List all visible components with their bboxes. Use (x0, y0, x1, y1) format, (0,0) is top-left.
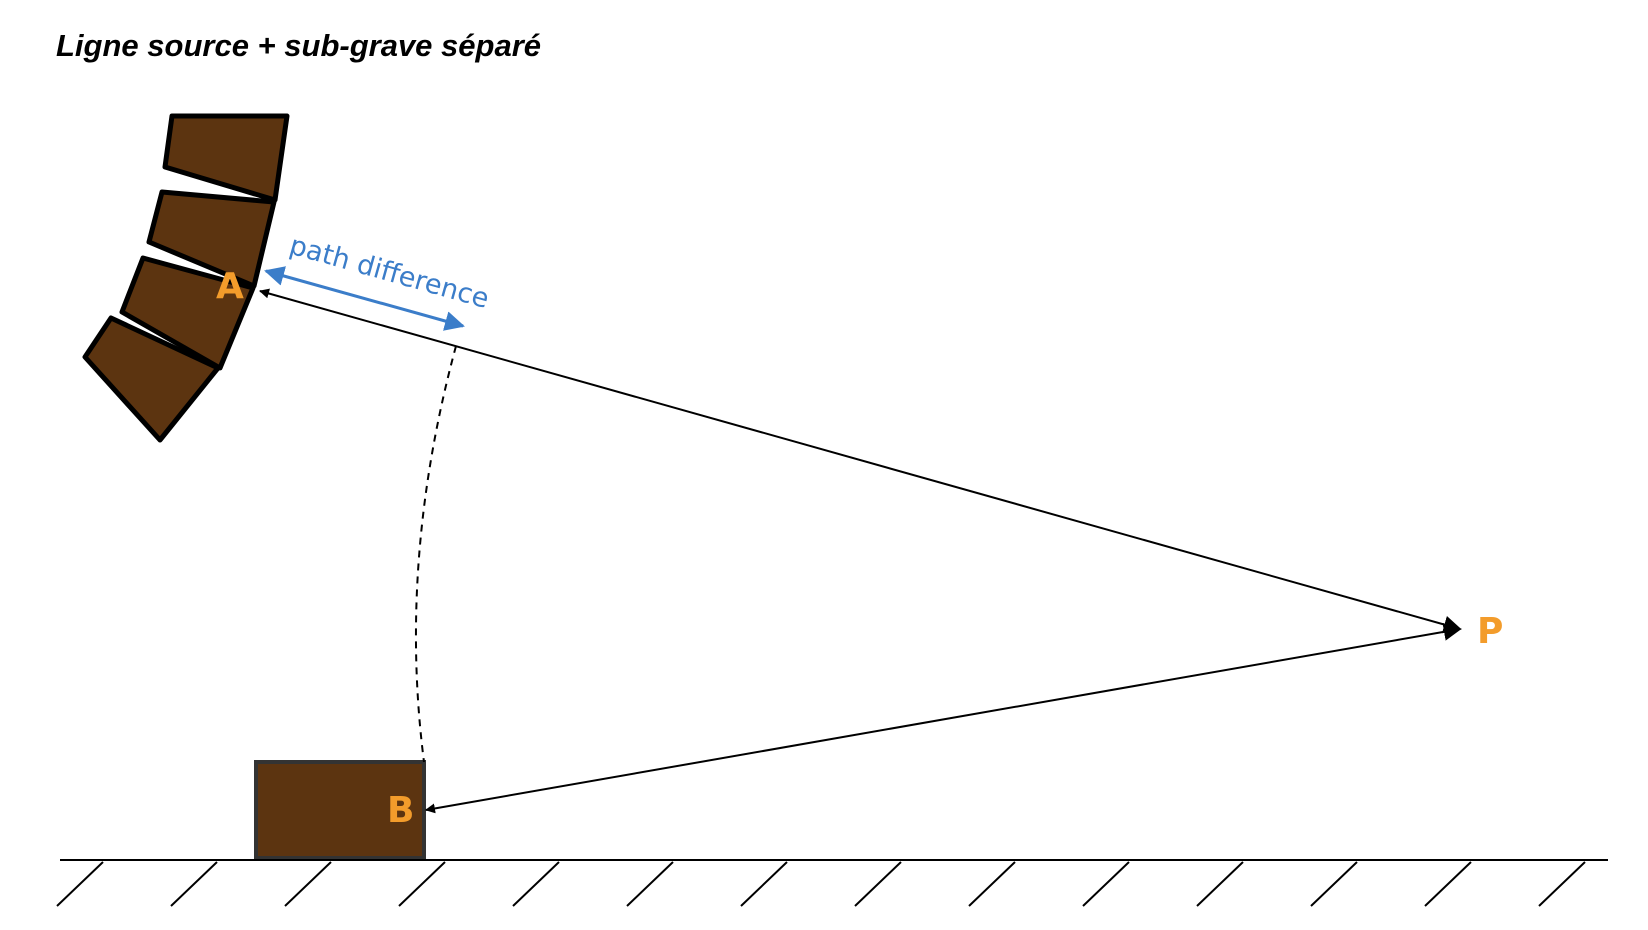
line-array-speaker (82, 113, 290, 443)
path-line-p-to-a (259, 288, 1462, 634)
line-array-cabinet-4 (82, 315, 221, 443)
path-difference-label: path difference (286, 230, 492, 315)
point-a-label: A (216, 266, 244, 307)
path-difference-arrow (264, 266, 465, 331)
path-line-p-to-b (425, 622, 1462, 814)
point-b-label: B (387, 790, 414, 831)
ground-hatching (56, 861, 1586, 907)
line-array-cabinet-1 (162, 113, 290, 203)
subwoofer-box (254, 760, 426, 860)
equal-distance-arc (415, 345, 457, 763)
point-p-label: P (1477, 611, 1503, 652)
diagram-title: Ligne source + sub-grave séparé (56, 28, 541, 63)
